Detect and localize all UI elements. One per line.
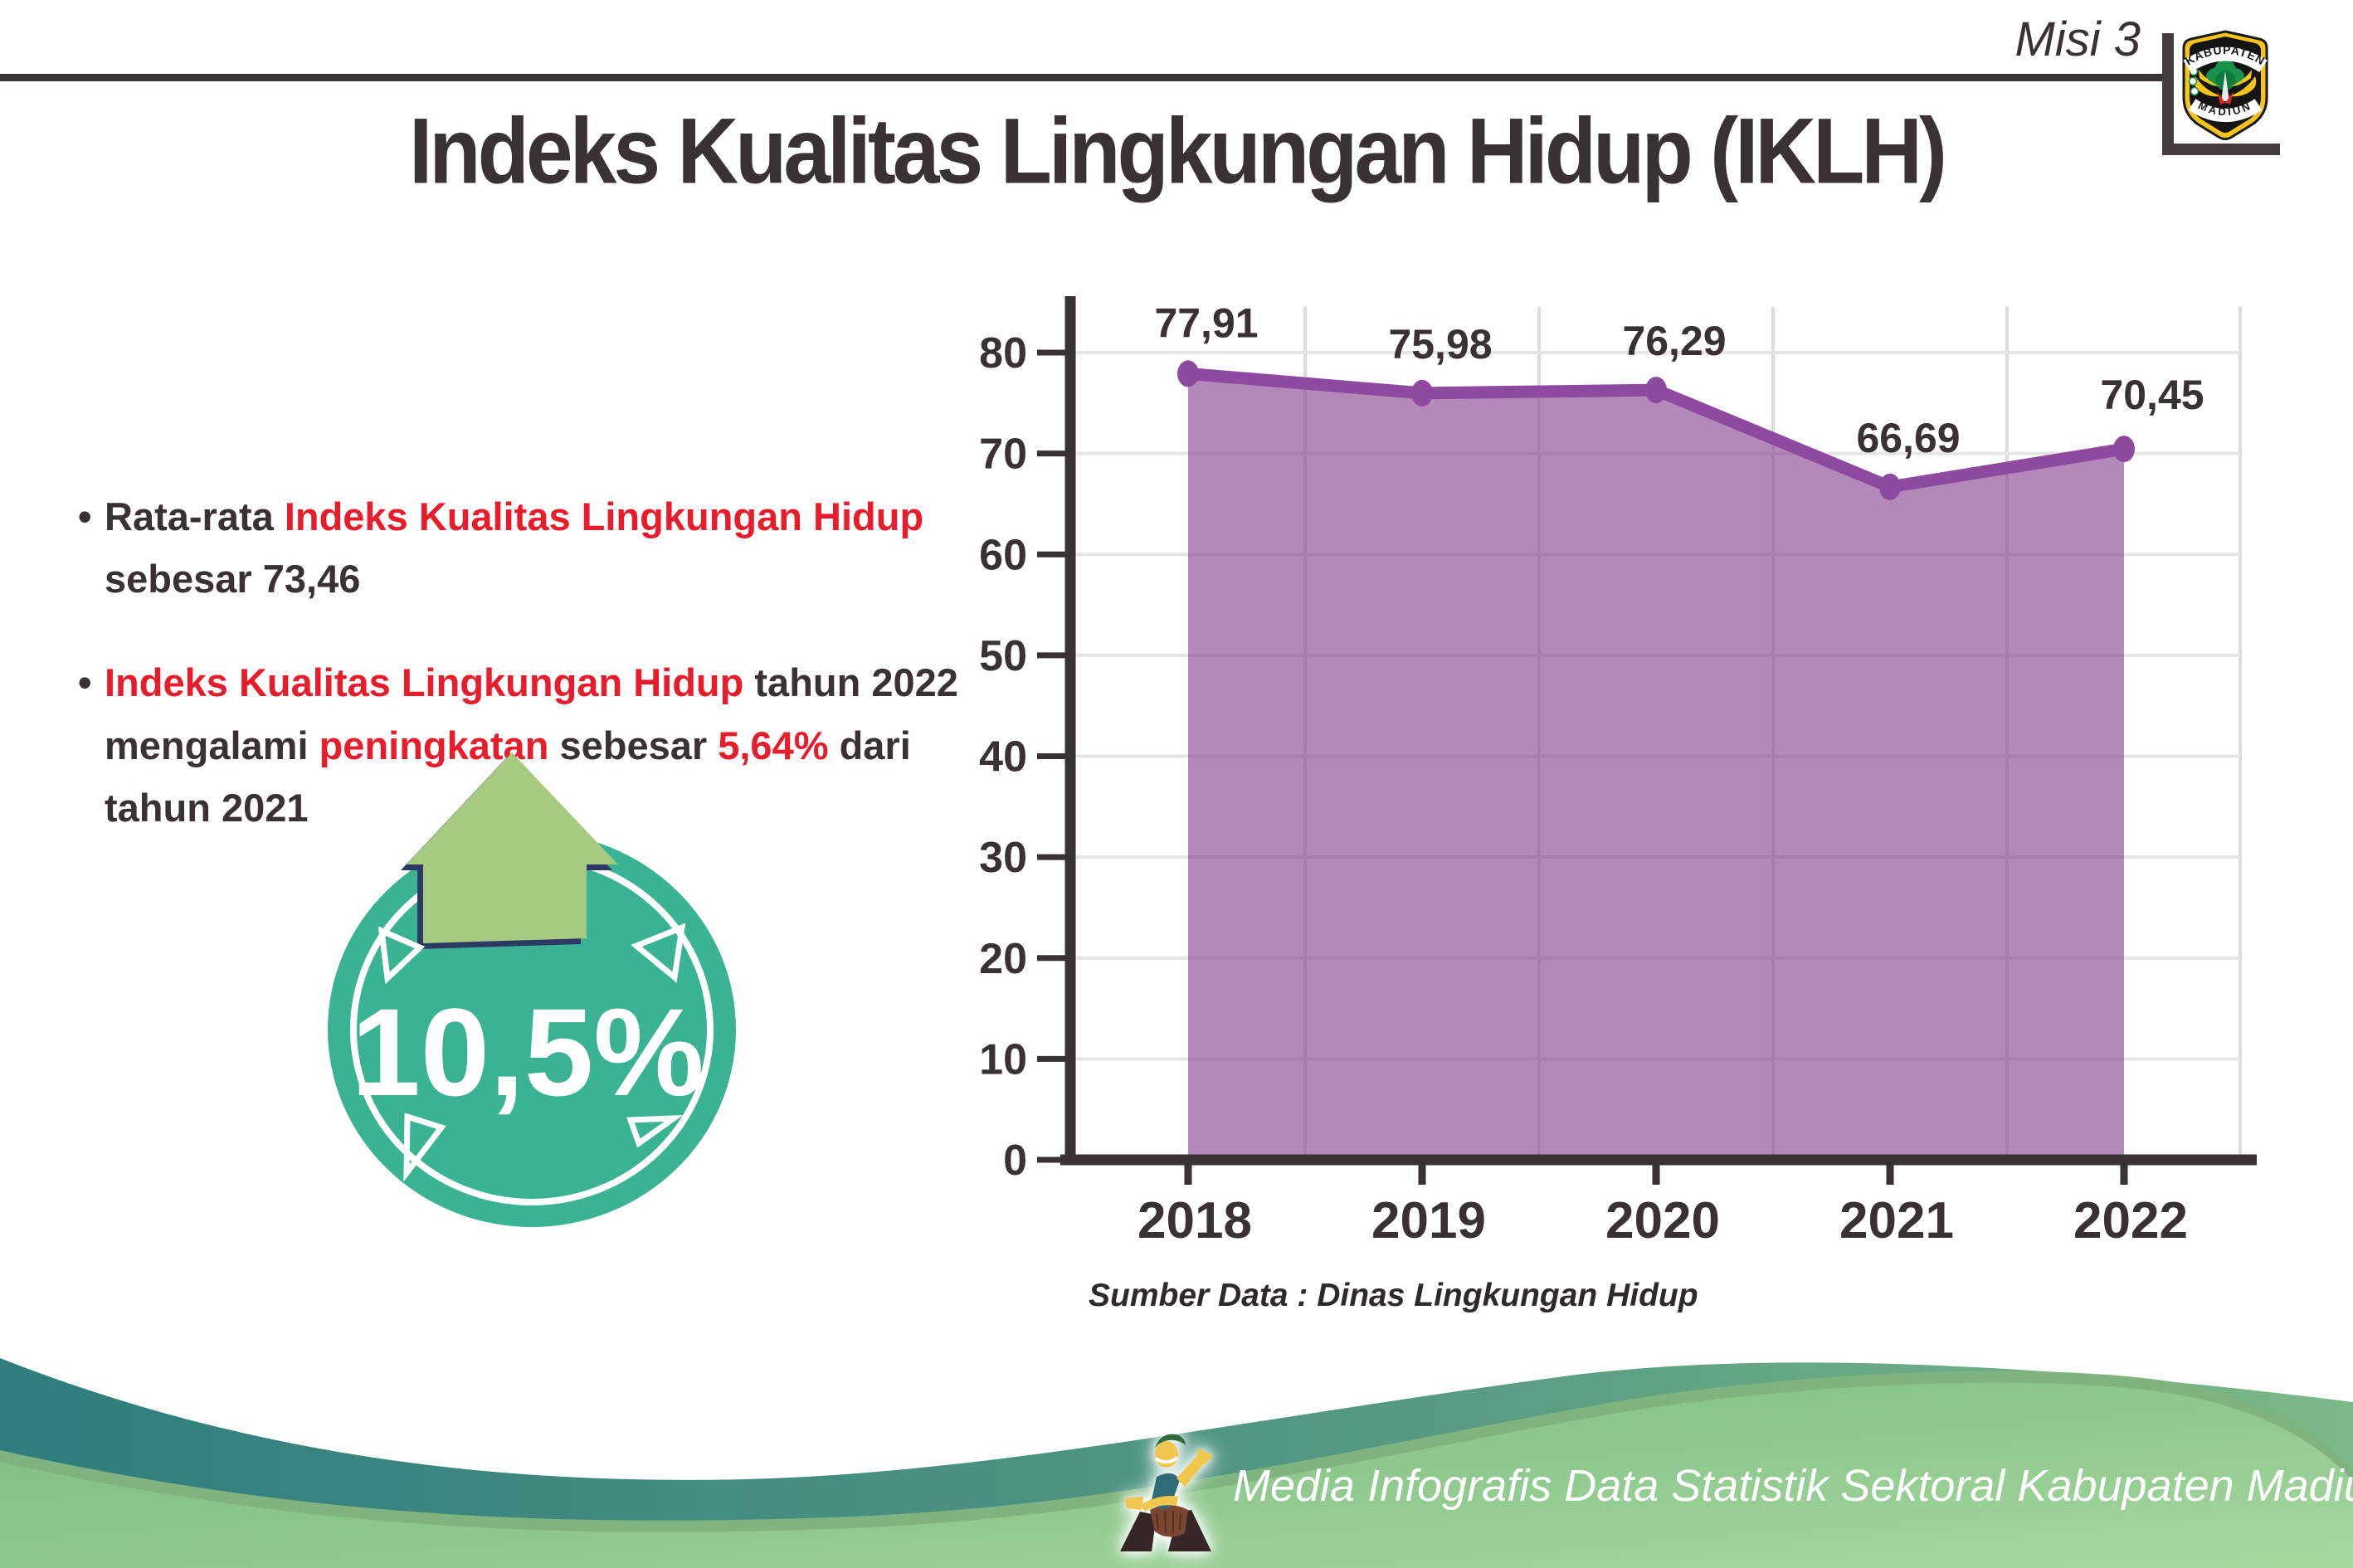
bullet-line: tahun 2021: [76, 777, 972, 839]
bullet-list: Rata-rata Indeks Kualitas Lingkungan Hid…: [76, 485, 972, 880]
sparkle-triangle-icon: [626, 1115, 684, 1148]
header-divider: [0, 74, 2167, 81]
bullet-item: Rata-rata Indeks Kualitas Lingkungan Hid…: [76, 485, 972, 610]
page-title: Indeks Kualitas Lingkungan Hidup (IKLH): [408, 99, 1947, 203]
x-tick-label: 2019: [1371, 1192, 1486, 1249]
bullet-text-segment: sebesar: [548, 723, 719, 767]
y-tick-label: 60: [979, 531, 1027, 579]
value-labels: 77,91 75,98 76,29 66,69 70,45: [1154, 299, 2204, 460]
crest-wings-icon: [2194, 70, 2257, 97]
bullet-line: Rata-rata Indeks Kualitas Lingkungan Hid…: [76, 485, 972, 548]
x-tick-label: 2022: [2073, 1192, 2188, 1249]
bullet-line: Indeks Kualitas Lingkungan Hidup tahun 2…: [76, 651, 972, 713]
data-point: [1177, 360, 1199, 387]
logo-corner-frame-vertical: [2162, 33, 2174, 154]
bullet-text-segment: mengalami: [105, 723, 319, 767]
source-note: Sumber Data : Dinas Lingkungan Hidup: [1089, 1278, 1698, 1313]
y-tick-label: 70: [979, 431, 1027, 479]
data-point: [1645, 377, 1667, 404]
bullet-text-segment: Rata-rata: [105, 494, 285, 538]
bullet-text-segment: tahun 2021: [105, 785, 309, 830]
y-tick-label: 30: [979, 834, 1027, 882]
data-point: [2113, 436, 2135, 463]
value-label: 66,69: [1856, 415, 1960, 461]
crest-bottom-ribbon-text: MADIUN: [2196, 99, 2251, 118]
bullet-text-segment: dari: [828, 723, 911, 767]
crest-red-accent: [2217, 91, 2234, 105]
increase-badge: 10,5%: [328, 752, 736, 1227]
value-label: 76,29: [1622, 318, 1726, 364]
iklh-area-chart: 0 10 20 30 40 50 60 70 80 2018 2019 2020 2021 2022 77,…: [946, 274, 2290, 1319]
mascot-icon: [1120, 1434, 1213, 1551]
y-tick-label: 50: [979, 632, 1027, 680]
footer-caption: Media Infografis Data Statistik Sektoral…: [1233, 1461, 2353, 1511]
crest-top-ribbon: [2183, 46, 2268, 73]
value-label: 75,98: [1388, 321, 1492, 368]
sparkle-triangle-icon: [378, 926, 426, 985]
bullet-text-segment: 5,64%: [718, 723, 829, 767]
sparkle-triangle-icon: [403, 1113, 446, 1182]
y-tick-label: 20: [979, 935, 1027, 983]
bullet-item: Indeks Kualitas Lingkungan Hidup tahun 2…: [76, 651, 972, 839]
data-point: [1879, 473, 1901, 500]
y-tick-label: 80: [979, 329, 1027, 377]
badge-value: 10,5%: [351, 982, 704, 1122]
value-label: 77,91: [1154, 299, 1258, 346]
iklh-area-chart-canvas: 0 10 20 30 40 50 60 70 80 2018 2019 2020 2021 2022 77,…: [979, 296, 2257, 1249]
misi-label: Misi 3: [2014, 12, 2141, 66]
data-points: [1177, 360, 2135, 500]
svg-text:MADIUN: MADIUN: [2196, 99, 2253, 118]
crest-cotton-icon: [2188, 66, 2200, 96]
y-tick-label: 10: [979, 1035, 1027, 1083]
x-tick-label: 2020: [1605, 1192, 1720, 1249]
footer-green-hill: [0, 1382, 2353, 1568]
x-axis-ticks: 2018 2019 2020 2021 2022: [1138, 1160, 2188, 1249]
kabupaten-madiun-crest-icon: KABUPATEN MADIUN: [2182, 30, 2268, 140]
bullet-text-segment: Indeks Kualitas Lingkungan Hidup: [284, 494, 924, 538]
x-tick-label: 2018: [1138, 1192, 1252, 1249]
footer-wave: [0, 1358, 2353, 1568]
logo-corner-frame-horizontal: [2162, 144, 2280, 155]
bullet-line: sebesar 73,46: [76, 548, 972, 610]
data-point: [1411, 379, 1433, 407]
value-label: 70,45: [2100, 372, 2204, 418]
x-tick-label: 2021: [1839, 1192, 1954, 1249]
bullet-text-segment: tahun 2022: [743, 660, 958, 705]
area-fill: [1188, 373, 2124, 1160]
y-tick-label: 0: [1003, 1137, 1027, 1185]
up-arrow-icon: [407, 752, 618, 943]
sparkle-triangle-icon: [631, 923, 686, 983]
bullet-text-segment: sebesar 73,46: [105, 557, 361, 601]
y-axis-ticks: 0 10 20 30 40 50 60 70 80: [979, 329, 1070, 1185]
crest-bottom-ribbon: [2188, 99, 2263, 122]
bullet-text-segment: Indeks Kualitas Lingkungan Hidup: [105, 660, 744, 705]
y-tick-label: 40: [979, 733, 1027, 782]
